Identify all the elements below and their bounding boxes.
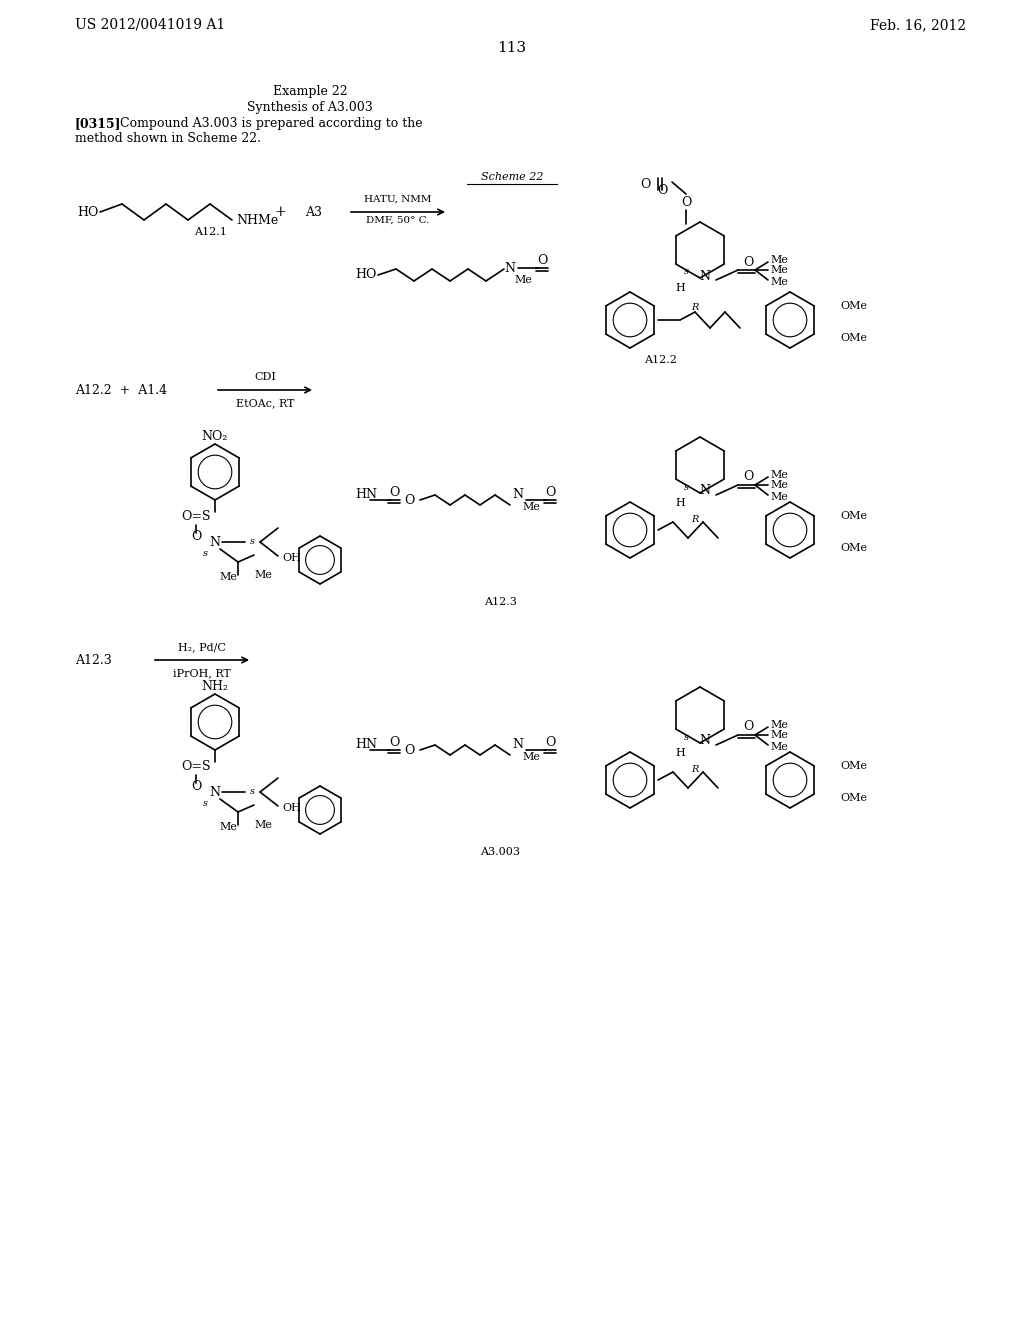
Text: O: O — [404, 743, 415, 756]
Text: N: N — [512, 738, 523, 751]
Text: US 2012/0041019 A1: US 2012/0041019 A1 — [75, 18, 225, 32]
Text: OH: OH — [282, 803, 301, 813]
Text: Me: Me — [514, 275, 531, 285]
Text: O=S: O=S — [181, 511, 211, 524]
Text: OMe: OMe — [840, 793, 867, 803]
Text: N: N — [210, 785, 220, 799]
Text: A3.003: A3.003 — [480, 847, 520, 857]
Text: s: s — [203, 800, 208, 808]
Text: Me: Me — [770, 492, 787, 502]
Text: R: R — [691, 766, 698, 775]
Text: O: O — [545, 486, 555, 499]
Text: N: N — [210, 536, 220, 549]
Text: O: O — [389, 735, 399, 748]
Text: s: s — [683, 483, 688, 491]
Text: N: N — [505, 261, 515, 275]
Text: A3: A3 — [305, 206, 322, 219]
Text: Me: Me — [770, 730, 787, 741]
Text: O: O — [742, 256, 754, 268]
Text: Me: Me — [770, 277, 787, 286]
Text: iPrOH, RT: iPrOH, RT — [173, 668, 230, 678]
Text: s: s — [250, 537, 255, 546]
Text: HO: HO — [77, 206, 98, 219]
Text: HO: HO — [355, 268, 377, 281]
Text: Synthesis of A3.003: Synthesis of A3.003 — [247, 100, 373, 114]
Text: s: s — [683, 733, 688, 742]
Text: Me: Me — [254, 570, 272, 579]
Text: H: H — [675, 282, 685, 293]
Text: DMF, 50° C.: DMF, 50° C. — [367, 215, 430, 224]
Text: O: O — [545, 735, 555, 748]
Text: O: O — [404, 494, 415, 507]
Text: Me: Me — [770, 719, 787, 730]
Text: CDI: CDI — [254, 372, 275, 381]
Text: O: O — [742, 721, 754, 734]
Text: A12.3: A12.3 — [75, 653, 112, 667]
Text: Me: Me — [522, 502, 540, 512]
Text: HATU, NMM: HATU, NMM — [365, 194, 432, 203]
Text: Me: Me — [254, 820, 272, 830]
Text: O: O — [742, 470, 754, 483]
Text: OMe: OMe — [840, 333, 867, 343]
Text: O: O — [190, 531, 201, 544]
Text: Me: Me — [770, 265, 787, 275]
Text: A12.1: A12.1 — [194, 227, 226, 238]
Text: Scheme 22: Scheme 22 — [480, 172, 544, 182]
Text: N: N — [699, 734, 711, 747]
Text: [0315]: [0315] — [75, 117, 122, 131]
Text: O: O — [656, 183, 668, 197]
Text: O: O — [537, 253, 547, 267]
Text: O: O — [681, 195, 691, 209]
Text: R: R — [691, 304, 698, 313]
Text: O=S: O=S — [181, 760, 211, 774]
Text: Me: Me — [770, 480, 787, 490]
Text: OH: OH — [282, 553, 301, 564]
Text: +: + — [274, 205, 286, 219]
Text: s: s — [203, 549, 208, 558]
Text: R: R — [691, 516, 698, 524]
Text: OMe: OMe — [840, 301, 867, 312]
Text: Me: Me — [770, 742, 787, 752]
Text: Me: Me — [770, 470, 787, 480]
Text: Me: Me — [770, 255, 787, 265]
Text: O: O — [640, 178, 650, 191]
Text: HN: HN — [355, 488, 377, 502]
Text: N: N — [699, 269, 711, 282]
Text: A12.3: A12.3 — [483, 597, 516, 607]
Text: EtOAc, RT: EtOAc, RT — [236, 399, 294, 408]
Text: s: s — [250, 788, 255, 796]
Text: H₂, Pd/C: H₂, Pd/C — [178, 642, 226, 652]
Text: H: H — [675, 748, 685, 758]
Text: 113: 113 — [498, 41, 526, 55]
Text: OMe: OMe — [840, 762, 867, 771]
Text: OMe: OMe — [840, 511, 867, 521]
Text: A12.2  +  A1.4: A12.2 + A1.4 — [75, 384, 167, 396]
Text: NH₂: NH₂ — [202, 680, 228, 693]
Text: Example 22: Example 22 — [272, 86, 347, 99]
Text: O: O — [389, 486, 399, 499]
Text: HN: HN — [355, 738, 377, 751]
Text: OMe: OMe — [840, 543, 867, 553]
Text: Me: Me — [522, 752, 540, 762]
Text: Compound A3.003 is prepared according to the: Compound A3.003 is prepared according to… — [120, 117, 423, 131]
Text: N: N — [699, 484, 711, 498]
Text: s: s — [683, 268, 688, 276]
Text: Feb. 16, 2012: Feb. 16, 2012 — [870, 18, 966, 32]
Text: O: O — [190, 780, 201, 793]
Text: N: N — [512, 488, 523, 502]
Text: NO₂: NO₂ — [202, 429, 228, 442]
Text: Me: Me — [219, 822, 237, 832]
Text: method shown in Scheme 22.: method shown in Scheme 22. — [75, 132, 261, 144]
Text: NHMe: NHMe — [236, 214, 279, 227]
Text: Me: Me — [219, 572, 237, 582]
Text: H: H — [675, 498, 685, 508]
Text: A12.2: A12.2 — [643, 355, 677, 366]
